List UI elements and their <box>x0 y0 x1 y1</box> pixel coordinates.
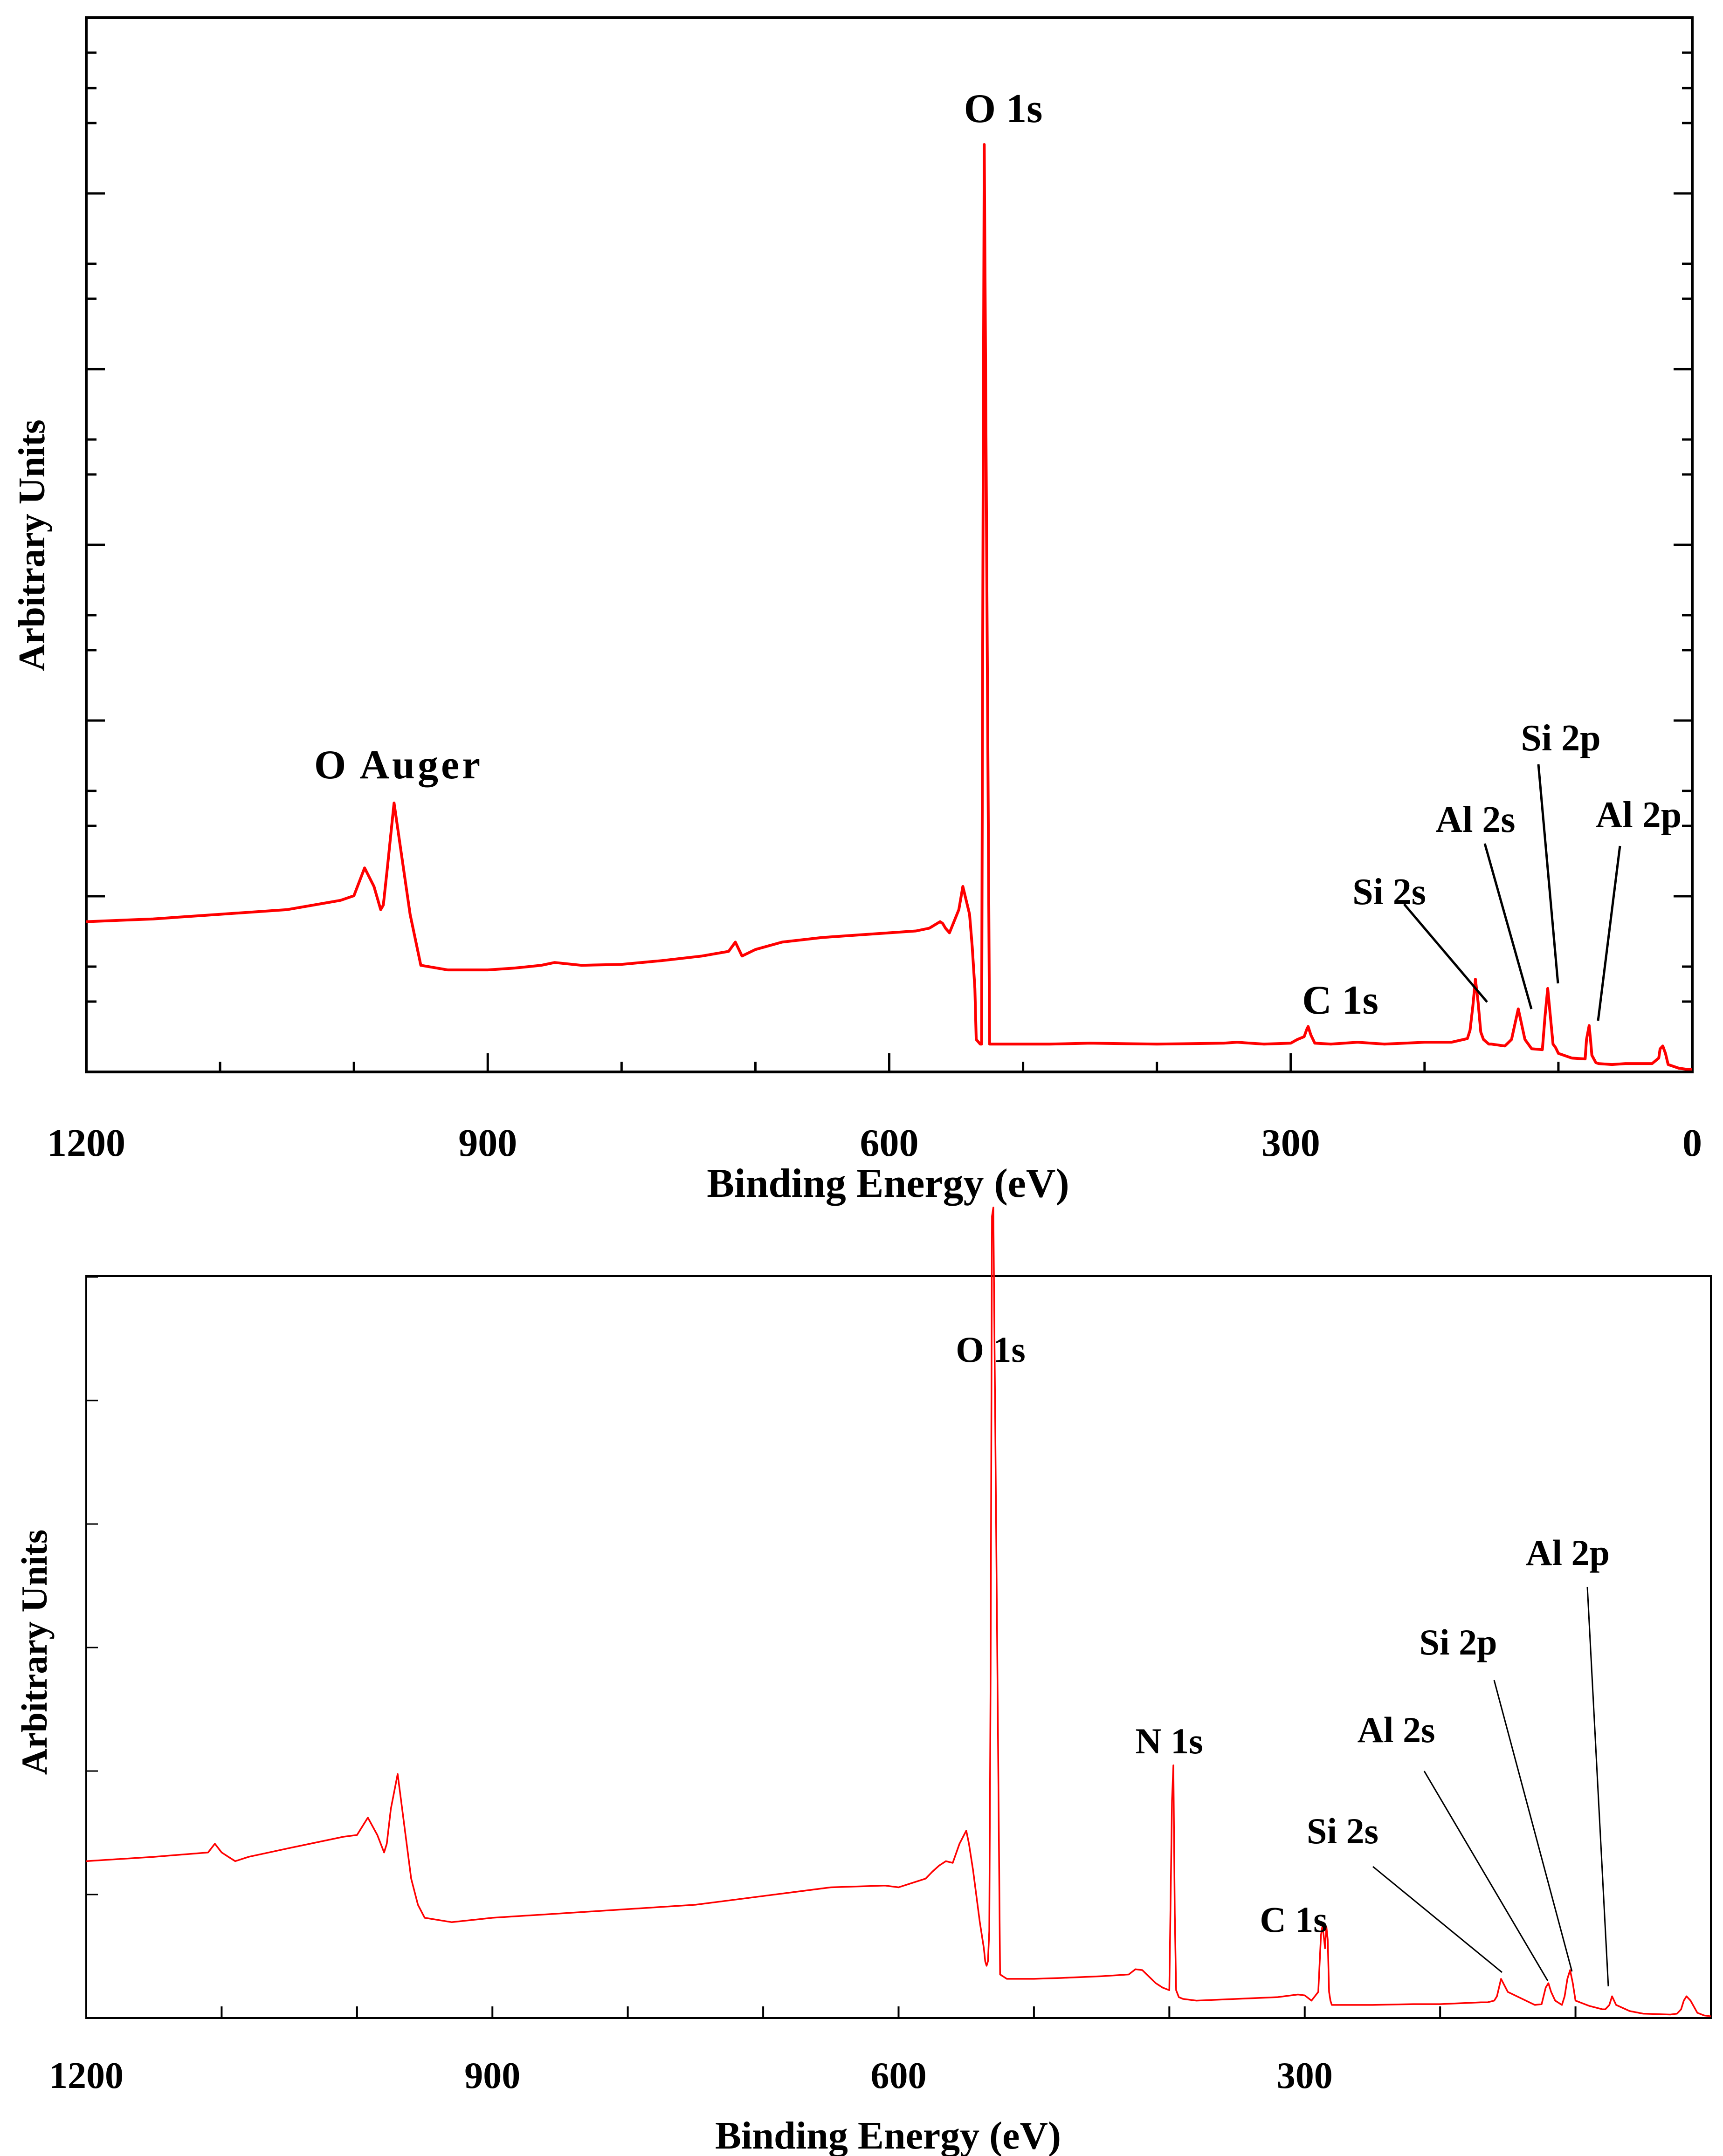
label-si2p: Si 2p <box>1420 1622 1497 1662</box>
x-tick-label: 300 <box>1277 2055 1333 2096</box>
x-tick-label: 600 <box>860 1121 919 1165</box>
x-tick-label: 1200 <box>47 1121 125 1165</box>
label-al2s: Al 2s <box>1435 799 1515 840</box>
spectrum-line <box>86 1207 1711 2018</box>
label-o1s: O 1s <box>964 86 1043 131</box>
leader-si2p <box>1493 1680 1573 1972</box>
label-si2s: Si 2s <box>1307 1811 1378 1851</box>
x-tick-label: 900 <box>464 2055 520 2096</box>
label-o-auger: O Auger <box>314 742 483 788</box>
spectrum-line <box>86 143 1692 1071</box>
x-ticks <box>85 2006 1577 2018</box>
y-ticks <box>86 51 1692 1073</box>
x-tick-labels: 1200 900 600 300 0 <box>47 1121 1702 1165</box>
label-si2s: Si 2s <box>1352 872 1426 913</box>
x-axis-label: Binding Energy (eV) <box>707 1161 1069 1206</box>
x-tick-labels: 1200 900 600 300 <box>49 2055 1333 2096</box>
y-axis-label: Arbitrary Units <box>14 1530 55 1775</box>
x-tick-label: 300 <box>1261 1121 1320 1165</box>
y-axis-label: Arbitrary Units <box>12 419 53 671</box>
x-tick-label: 1200 <box>49 2055 124 2096</box>
label-si2p: Si 2p <box>1521 718 1600 759</box>
leader-si2s <box>1403 903 1488 1003</box>
x-axis-label: Binding Energy (eV) <box>715 2114 1061 2156</box>
leader-al2p <box>1597 845 1621 1021</box>
label-c1s: C 1s <box>1302 978 1378 1023</box>
chart-top: 1200 900 600 300 0 O 1s O Auger C 1s Si 2s A… <box>12 16 1702 1206</box>
x-ticks <box>85 1053 1694 1072</box>
x-tick-label: 900 <box>458 1121 517 1165</box>
peak-leader-lines <box>1372 1586 1609 1987</box>
label-al2p: Al 2p <box>1596 795 1682 836</box>
label-al2s: Al 2s <box>1358 1710 1435 1750</box>
y-ticks <box>86 1276 98 2019</box>
leader-al2s <box>1423 1771 1549 1981</box>
x-tick-label: 600 <box>871 2055 927 2096</box>
label-n1s: N 1s <box>1135 1721 1203 1761</box>
leader-si2p <box>1537 764 1559 984</box>
label-o1s: O 1s <box>956 1329 1026 1370</box>
plot-frame <box>85 16 1694 1073</box>
chart-bottom: 1200 900 600 300 O 1s N 1s C 1s Si 2s Al 2s… <box>14 1207 1712 2156</box>
peak-leader-lines <box>1403 764 1621 1021</box>
leader-al2p <box>1586 1586 1609 1987</box>
label-al2p: Al 2p <box>1526 1532 1610 1573</box>
leader-al2s <box>1483 843 1533 1009</box>
x-tick-label: 0 <box>1682 1121 1702 1165</box>
leader-si2s <box>1372 1866 1502 1973</box>
label-c1s: C 1s <box>1260 1899 1327 1940</box>
